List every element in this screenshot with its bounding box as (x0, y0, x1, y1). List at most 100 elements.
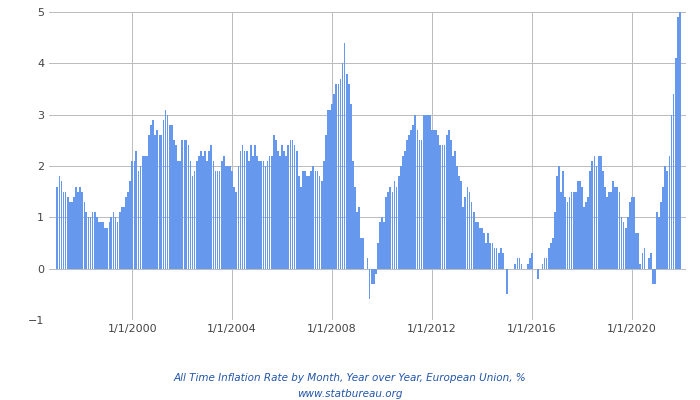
Bar (496, 248, 498, 269)
Bar (552, 238, 554, 269)
Bar (531, 253, 533, 269)
Bar (573, 192, 575, 269)
Bar (286, 156, 287, 269)
Bar (202, 156, 204, 269)
Bar (477, 222, 479, 269)
Bar (650, 253, 652, 269)
Bar (377, 243, 379, 269)
Bar (373, 269, 374, 284)
Bar (491, 243, 494, 269)
Bar (132, 161, 133, 269)
Bar (100, 222, 102, 269)
Bar (206, 161, 208, 269)
Bar (433, 130, 435, 269)
Bar (625, 228, 626, 269)
Bar (148, 135, 150, 269)
Bar (173, 140, 175, 269)
Bar (548, 248, 550, 269)
Bar (387, 192, 389, 269)
Bar (658, 217, 660, 269)
Bar (59, 176, 60, 269)
Bar (111, 217, 112, 269)
Bar (310, 171, 312, 269)
Bar (277, 151, 279, 269)
Bar (96, 217, 98, 269)
Bar (679, 12, 680, 269)
Text: All Time Inflation Rate by Month, Year over Year, European Union, %: All Time Inflation Rate by Month, Year o… (174, 373, 526, 383)
Bar (302, 171, 304, 269)
Bar (159, 135, 160, 269)
Bar (608, 192, 610, 269)
Bar (77, 192, 79, 269)
Bar (406, 140, 408, 269)
Bar (150, 125, 152, 269)
Bar (331, 104, 333, 269)
Bar (435, 130, 437, 269)
Bar (146, 156, 148, 269)
Bar (360, 238, 362, 269)
Bar (229, 166, 231, 269)
Bar (235, 192, 237, 269)
Bar (627, 217, 629, 269)
Bar (529, 258, 531, 269)
Bar (617, 186, 618, 269)
Bar (494, 248, 496, 269)
Bar (612, 182, 614, 269)
Bar (323, 161, 325, 269)
Bar (211, 146, 212, 269)
Bar (585, 202, 587, 269)
Bar (196, 161, 197, 269)
Bar (444, 146, 445, 269)
Bar (458, 176, 460, 269)
Bar (164, 110, 167, 269)
Bar (384, 222, 385, 269)
Bar (231, 171, 233, 269)
Bar (90, 217, 92, 269)
Bar (559, 166, 560, 269)
Bar (391, 192, 393, 269)
Bar (144, 156, 146, 269)
Bar (566, 202, 568, 269)
Bar (664, 166, 666, 269)
Bar (393, 182, 395, 269)
Bar (200, 151, 202, 269)
Bar (333, 94, 335, 269)
Bar (385, 197, 387, 269)
Bar (296, 151, 297, 269)
Bar (610, 192, 612, 269)
Bar (342, 63, 344, 269)
Bar (619, 192, 620, 269)
Bar (237, 166, 239, 269)
Bar (514, 264, 516, 269)
Bar (637, 233, 639, 269)
Bar (577, 182, 579, 269)
Bar (448, 130, 449, 269)
Bar (69, 202, 71, 269)
Bar (314, 171, 316, 269)
Bar (246, 151, 248, 269)
Bar (57, 186, 58, 269)
Bar (260, 161, 262, 269)
Bar (121, 207, 122, 269)
Bar (542, 264, 543, 269)
Bar (258, 161, 260, 269)
Bar (423, 115, 425, 269)
Bar (194, 171, 195, 269)
Bar (375, 269, 377, 274)
Bar (190, 161, 191, 269)
Bar (127, 192, 129, 269)
Bar (602, 171, 603, 269)
Bar (213, 161, 214, 269)
Bar (273, 135, 274, 269)
Bar (562, 171, 564, 269)
Bar (631, 197, 633, 269)
Bar (329, 110, 331, 269)
Bar (648, 258, 650, 269)
Bar (440, 146, 441, 269)
Bar (673, 94, 675, 269)
Bar (134, 161, 135, 269)
Bar (66, 197, 69, 269)
Bar (606, 197, 608, 269)
Bar (215, 171, 216, 269)
Bar (408, 135, 410, 269)
